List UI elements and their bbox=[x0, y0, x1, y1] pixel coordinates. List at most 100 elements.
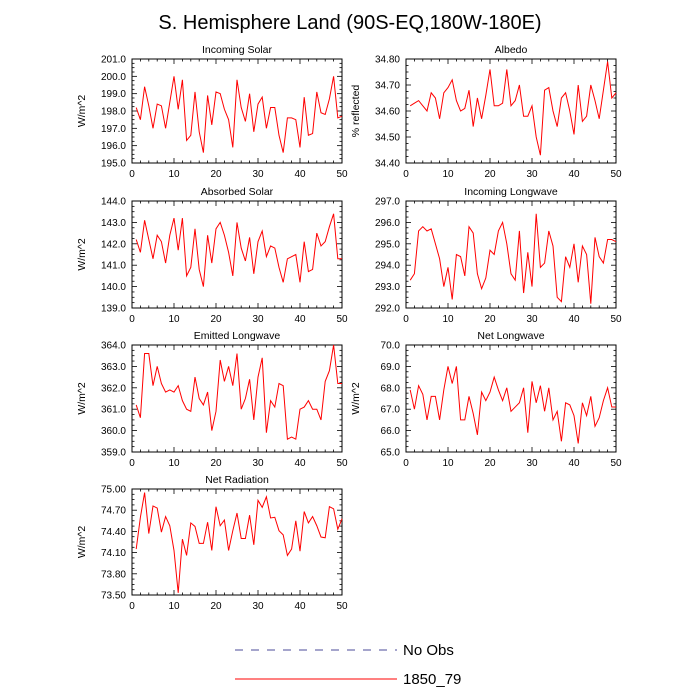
panel-title: Incoming Solar bbox=[202, 44, 273, 56]
y-tick-label: 70.0 bbox=[381, 341, 401, 352]
plot-frame bbox=[405, 58, 617, 164]
y-tick-label: 34.40 bbox=[375, 159, 400, 170]
panel-title: Net Radiation bbox=[205, 474, 269, 486]
y-axis-label: W/m^2 bbox=[76, 238, 88, 271]
y-tick-label: 362.0 bbox=[101, 383, 126, 394]
y-tick-label: 74.70 bbox=[101, 506, 126, 517]
y-tick-label: 198.0 bbox=[101, 107, 126, 118]
legend-label-no-obs: No Obs bbox=[403, 642, 454, 659]
panel-title: Absorbed Solar bbox=[201, 186, 274, 198]
y-tick-label: 144.0 bbox=[101, 197, 126, 208]
y-tick-label: 66.0 bbox=[381, 426, 401, 437]
y-tick-label: 34.60 bbox=[375, 107, 400, 118]
y-tick-label: 294.0 bbox=[375, 261, 400, 272]
y-tick-label: 201.0 bbox=[101, 55, 126, 66]
y-tick-label: 142.0 bbox=[101, 239, 126, 250]
y-tick-label: 69.0 bbox=[381, 362, 401, 373]
x-tick-label: 40 bbox=[294, 601, 306, 612]
x-tick-label: 20 bbox=[210, 458, 222, 469]
x-tick-label: 0 bbox=[129, 601, 135, 612]
panel-albedo: Albedo % reflected 0 10 20 30 40 50 34.40 34.50 34… bbox=[350, 44, 622, 180]
x-tick-label: 40 bbox=[568, 458, 580, 469]
x-tick-label: 30 bbox=[526, 314, 538, 325]
y-axis-label: W/m^2 bbox=[76, 382, 88, 415]
x-tick-label: 40 bbox=[294, 458, 306, 469]
x-tick-label: 50 bbox=[336, 169, 348, 180]
panel-title: Albedo bbox=[495, 44, 528, 56]
y-tick-label: 34.80 bbox=[375, 55, 400, 66]
x-tick-label: 20 bbox=[210, 314, 222, 325]
panel-net-longwave: Net Longwave W/m^2 0 10 20 30 40 50 65.0 66.0 67.0… bbox=[350, 330, 622, 469]
y-tick-label: 68.0 bbox=[381, 383, 401, 394]
x-tick-label: 10 bbox=[168, 601, 180, 612]
y-tick-label: 295.0 bbox=[375, 239, 400, 250]
x-tick-label: 20 bbox=[210, 601, 222, 612]
series-line-1850-79 bbox=[135, 344, 342, 440]
x-tick-label: 0 bbox=[129, 314, 135, 325]
x-tick-label: 30 bbox=[252, 314, 264, 325]
series-line-1850-79 bbox=[409, 213, 617, 304]
panel-incoming-longwave: Incoming Longwave 0 10 20 30 40 50 292.0 293.0 29… bbox=[375, 186, 622, 325]
plot-frame bbox=[405, 200, 617, 309]
plot-frame bbox=[405, 344, 617, 453]
y-tick-label: 361.0 bbox=[101, 405, 126, 416]
x-tick-label: 0 bbox=[403, 458, 409, 469]
y-tick-label: 196.0 bbox=[101, 141, 126, 152]
y-tick-label: 65.0 bbox=[381, 448, 401, 459]
y-tick-label: 67.0 bbox=[381, 405, 401, 416]
y-axis-label: W/m^2 bbox=[76, 95, 88, 128]
y-tick-label: 141.0 bbox=[101, 261, 126, 272]
y-tick-label: 74.40 bbox=[101, 527, 126, 538]
y-tick-label: 34.50 bbox=[375, 133, 400, 144]
x-tick-label: 50 bbox=[336, 601, 348, 612]
panel-emitted-longwave: Emitted Longwave W/m^2 0 10 20 30 40 50 359.0 360… bbox=[76, 330, 348, 469]
x-tick-label: 0 bbox=[129, 169, 135, 180]
series-line-1850-79 bbox=[135, 213, 342, 287]
legend-label-1850-79: 1850_79 bbox=[403, 671, 461, 688]
panel-incoming-solar: Incoming Solar W/m^2 0 10 20 30 40 50 195.0 196.0… bbox=[76, 44, 348, 180]
x-tick-label: 30 bbox=[252, 601, 264, 612]
y-axis-label: W/m^2 bbox=[350, 382, 362, 415]
legend: No Obs 1850_79 bbox=[235, 642, 461, 688]
x-tick-label: 10 bbox=[168, 314, 180, 325]
x-tick-label: 10 bbox=[442, 458, 454, 469]
y-tick-label: 297.0 bbox=[375, 197, 400, 208]
plot-frame bbox=[131, 488, 343, 596]
series-line-1850-79 bbox=[409, 61, 617, 156]
y-tick-label: 139.0 bbox=[101, 304, 126, 315]
x-tick-label: 10 bbox=[168, 458, 180, 469]
y-tick-label: 199.0 bbox=[101, 89, 126, 100]
y-tick-label: 195.0 bbox=[101, 159, 126, 170]
panel-title: Net Longwave bbox=[477, 330, 544, 342]
x-tick-label: 10 bbox=[168, 169, 180, 180]
x-tick-label: 30 bbox=[526, 458, 538, 469]
panel-net-radiation: Net Radiation W/m^2 0 10 20 30 40 50 73.50 73.80 7… bbox=[76, 474, 348, 612]
series-line-1850-79 bbox=[409, 366, 616, 444]
x-tick-label: 40 bbox=[294, 314, 306, 325]
y-tick-label: 360.0 bbox=[101, 426, 126, 437]
y-tick-label: 364.0 bbox=[101, 341, 126, 352]
x-tick-label: 10 bbox=[442, 169, 454, 180]
x-tick-label: 20 bbox=[484, 314, 496, 325]
x-tick-label: 10 bbox=[442, 314, 454, 325]
x-tick-label: 20 bbox=[210, 169, 222, 180]
y-tick-label: 34.70 bbox=[375, 81, 400, 92]
x-tick-label: 50 bbox=[610, 314, 622, 325]
y-tick-label: 197.0 bbox=[101, 124, 126, 135]
y-tick-label: 200.0 bbox=[101, 72, 126, 83]
figure-title: S. Hemisphere Land (90S-EQ,180W-180E) bbox=[158, 12, 541, 34]
x-tick-label: 20 bbox=[484, 169, 496, 180]
x-tick-label: 50 bbox=[610, 169, 622, 180]
panels: Incoming Solar W/m^2 0 10 20 30 40 50 195.0 196.0… bbox=[76, 44, 622, 612]
y-tick-label: 75.00 bbox=[101, 485, 126, 496]
series-line-1850-79 bbox=[135, 76, 343, 153]
x-tick-label: 0 bbox=[403, 314, 409, 325]
panel-title: Incoming Longwave bbox=[464, 186, 558, 198]
x-tick-label: 50 bbox=[336, 458, 348, 469]
plot-frame bbox=[131, 344, 343, 453]
x-tick-label: 40 bbox=[294, 169, 306, 180]
y-tick-label: 73.80 bbox=[101, 569, 126, 580]
y-tick-label: 143.0 bbox=[101, 218, 126, 229]
